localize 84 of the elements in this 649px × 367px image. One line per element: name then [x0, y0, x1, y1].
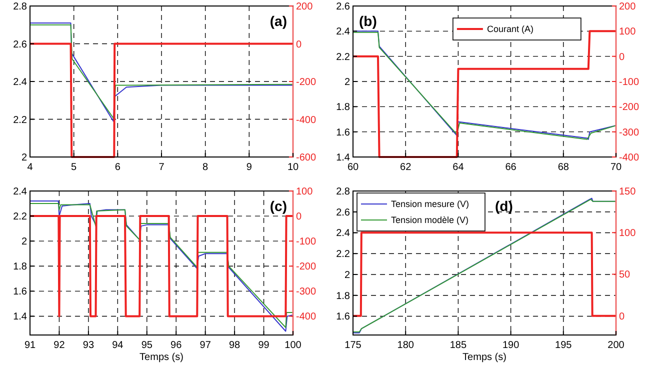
y2-tick-label: -300 — [619, 127, 640, 138]
y-tick-label: 1.6 — [13, 286, 28, 298]
x-tick-label: 70 — [610, 162, 622, 173]
x-tick-label: 95 — [141, 340, 153, 351]
annotation: (c) — [270, 198, 287, 214]
y2-tick-label: 0 — [296, 212, 302, 223]
y2-tick-label: -400 — [619, 152, 640, 164]
y2-tick-label: 100 — [296, 186, 314, 198]
y-tick-label: 1.4 — [336, 152, 350, 164]
y2-tick-label: 200 — [619, 2, 636, 12]
y-tick-label: 2.6 — [13, 39, 28, 50]
x-tick-label: 98 — [228, 340, 241, 351]
y-tick-label: 2 — [344, 77, 350, 88]
x-tick-label: 6 — [114, 162, 121, 173]
x-axis-title: Temps (s) — [140, 352, 184, 363]
y-tick-label: 2.2 — [13, 114, 28, 126]
annotation: (b) — [359, 13, 377, 29]
y-tick-label: 2.8 — [336, 186, 350, 198]
y-tick-label: 2 — [344, 270, 350, 281]
x-tick-label: 200 — [608, 340, 625, 351]
x-tick-label: 97 — [200, 340, 212, 351]
y-tick-label: 2.6 — [336, 2, 350, 12]
x-tick-label: 96 — [170, 340, 182, 351]
y2-tick-label: -200 — [619, 102, 640, 114]
x-tick-label: 175 — [344, 340, 362, 351]
x-tick-label: 91 — [24, 340, 36, 351]
x-tick-label: 9 — [246, 162, 252, 173]
x-tick-label: 7 — [158, 162, 165, 173]
x-tick-label: 68 — [558, 162, 570, 173]
y2-tick-label: -200 — [296, 262, 316, 273]
legend-label: Tension modèle (V) — [391, 215, 469, 226]
x-tick-label: 66 — [505, 162, 517, 173]
x-tick-label: 195 — [555, 340, 572, 351]
y-tick-label: 1.4 — [13, 312, 28, 323]
x-tick-label: 60 — [347, 162, 359, 173]
y2-tick-label: 150 — [619, 186, 636, 198]
x-tick-label: 5 — [71, 162, 78, 173]
x-tick-label: 99 — [258, 340, 270, 351]
y-tick-label: 2.2 — [336, 52, 350, 63]
y-tick-label: 1.8 — [336, 102, 350, 114]
y2-tick-label: 0 — [619, 311, 625, 322]
x-tick-label: 185 — [450, 340, 467, 351]
y-tick-label: 2.4 — [336, 26, 350, 38]
y-tick-label: 2 — [21, 152, 28, 164]
y2-tick-label: -100 — [296, 236, 316, 248]
y2-tick-label: 0 — [619, 52, 625, 63]
y-tick-label: 2.2 — [336, 249, 350, 260]
y-tick-label: 2.2 — [13, 212, 28, 223]
x-tick-label: 62 — [400, 162, 412, 173]
legend-label: Tension mesure (V) — [391, 199, 470, 210]
y-tick-label: 2.4 — [13, 77, 28, 88]
y2-tick-label: 200 — [296, 2, 314, 12]
x-tick-label: 180 — [397, 340, 414, 351]
x-tick-label: 94 — [112, 340, 124, 351]
x-tick-label: 190 — [502, 340, 520, 351]
y2-tick-label: -200 — [296, 77, 316, 88]
y2-tick-label: 100 — [619, 228, 636, 240]
y-tick-label: 1.6 — [336, 127, 350, 138]
annotation: (a) — [270, 13, 287, 29]
legend-label: Courant (A) — [486, 24, 534, 34]
y-tick-label: 2.4 — [336, 228, 350, 240]
y2-tick-label: -600 — [296, 152, 316, 164]
y-tick-label: 2.4 — [13, 186, 28, 198]
y2-tick-label: 0 — [296, 39, 302, 50]
y2-tick-label: 50 — [619, 270, 631, 281]
y-tick-label: 2.6 — [336, 207, 350, 218]
x-tick-label: 8 — [202, 162, 209, 173]
y2-tick-label: -100 — [619, 77, 640, 88]
x-axis-title: Temps (s) — [462, 352, 506, 363]
y-tick-label: 1.8 — [336, 290, 350, 302]
y2-tick-label: 100 — [619, 26, 636, 38]
x-tick-label: 4 — [27, 162, 34, 173]
y-tick-label: 2 — [21, 236, 28, 248]
y2-tick-label: -400 — [296, 312, 316, 323]
x-tick-label: 100 — [284, 340, 302, 351]
x-tick-label: 10 — [287, 162, 299, 173]
y-tick-label: 1.6 — [336, 312, 350, 323]
y2-tick-label: -400 — [296, 114, 316, 126]
y2-tick-label: -300 — [296, 286, 316, 298]
x-tick-label: 92 — [54, 340, 66, 351]
x-tick-label: 64 — [452, 162, 464, 173]
x-tick-label: 93 — [82, 340, 94, 351]
y-tick-label: 1.8 — [13, 262, 28, 273]
y-tick-label: 2.8 — [13, 2, 28, 12]
